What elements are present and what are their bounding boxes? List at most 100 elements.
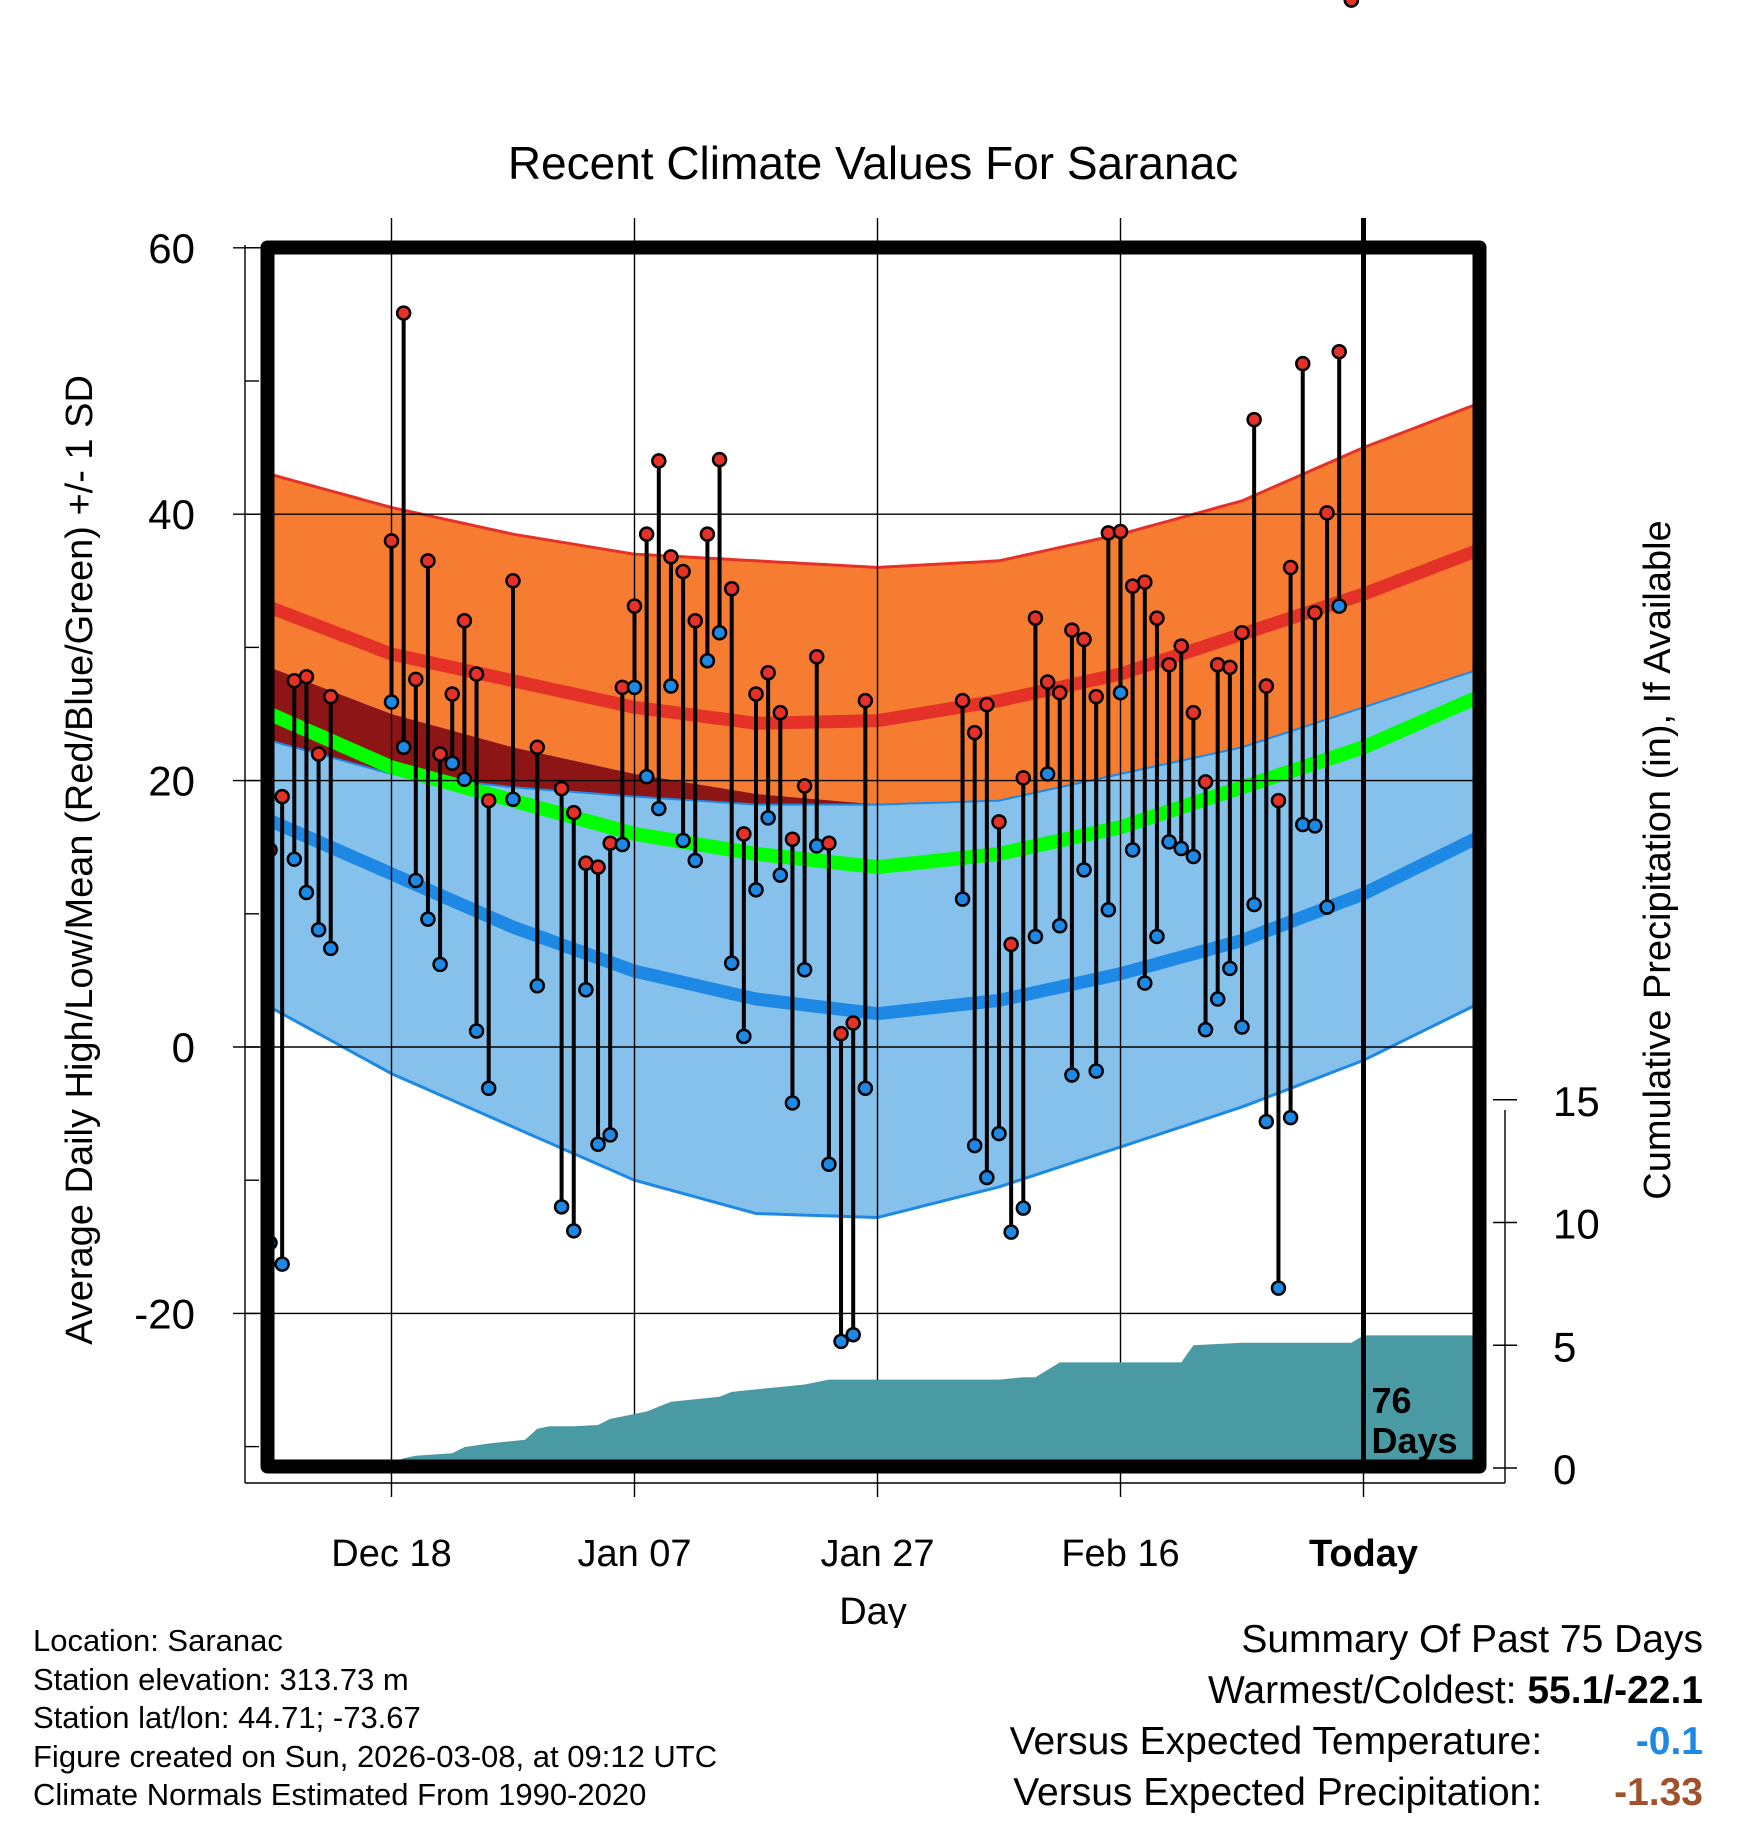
temp-value: -0.1 xyxy=(1635,1720,1703,1763)
daily-low-dot xyxy=(1015,1200,1032,1216)
daily-low-dot xyxy=(760,810,776,826)
daily-low-dot xyxy=(468,1023,485,1039)
daily-low-dot xyxy=(845,1326,861,1343)
daily-low-dot xyxy=(1185,848,1202,865)
daily-high-dot xyxy=(954,692,971,709)
plot-frame xyxy=(260,240,1487,1474)
x-tick-label: Jan 07 xyxy=(577,1533,691,1575)
y-tick-label: -20 xyxy=(134,1290,195,1337)
daily-high-dot xyxy=(687,613,703,629)
daily-stems xyxy=(268,313,1342,1342)
daily-low-dot xyxy=(1246,896,1262,913)
y2-tick-label: 0 xyxy=(1553,1446,1576,1493)
x-axis-title: Day xyxy=(839,1591,907,1628)
daily-low-dot xyxy=(480,1080,497,1097)
y-tick-label: 20 xyxy=(148,758,195,805)
daily-high-dot xyxy=(505,573,521,589)
daily-low-dot xyxy=(784,1095,801,1111)
daily-low-dot xyxy=(1197,1021,1214,1038)
daily-high-dot xyxy=(420,553,436,569)
daily-high-dot xyxy=(529,739,546,756)
daily-high-dot xyxy=(1088,688,1104,705)
daily-high-dot xyxy=(675,563,691,580)
axis-labels: Recent Climate Values For Saranac -20 0 20 4… xyxy=(59,137,1679,1628)
daily-high-dot xyxy=(1173,638,1189,654)
daily-high-dot xyxy=(821,835,837,851)
daily-low-dot xyxy=(274,1256,290,1272)
x-tick-label: Today xyxy=(1309,1533,1418,1575)
y2-tick-label: 15 xyxy=(1553,1078,1600,1125)
warm-cold-label: Warmest/Coldest: xyxy=(1208,1669,1517,1712)
daily-low-dot xyxy=(699,652,716,669)
daily-high-dot xyxy=(1015,770,1032,786)
y-tick-label: 60 xyxy=(148,225,195,272)
precip-label: Versus Expected Precipitation: xyxy=(1013,1771,1543,1814)
daily-high-dot xyxy=(456,613,473,629)
y-tick-label: 40 xyxy=(148,491,195,538)
daily-high-dot xyxy=(1052,684,1068,701)
elevation-text: Station elevation: 313.73 m xyxy=(33,1661,409,1697)
daily-high-dot xyxy=(1003,936,1019,953)
daily-low-dot xyxy=(1003,1224,1019,1240)
precip-row: Versus Expected Precipitation: -1.33 xyxy=(1010,1767,1703,1818)
daily-low-dot xyxy=(687,852,703,869)
normals-text: Climate Normals Estimated From 1990-2020 xyxy=(33,1777,647,1812)
daily-high-dot xyxy=(553,780,570,797)
daily-low-dot xyxy=(979,1169,995,1186)
x-tick-label: Dec 18 xyxy=(331,1533,451,1575)
warm-cold-value: 55.1/-22.1 xyxy=(1527,1669,1703,1712)
daily-high-dot xyxy=(395,305,412,321)
daily-high-dot xyxy=(748,686,764,702)
y-axis-title: Average Daily High/Low/Mean (Red/Blue/Gr… xyxy=(59,375,101,1345)
daily-high-dot xyxy=(979,696,995,713)
daily-low-dot xyxy=(553,1199,570,1215)
daily-high-dot xyxy=(663,549,679,565)
daily-high-dot xyxy=(1039,674,1056,690)
daily-low-dot xyxy=(1307,818,1323,834)
daily-high-dot xyxy=(772,704,789,721)
daily-high-dot xyxy=(784,831,801,847)
overlap-band xyxy=(270,667,1477,805)
daily-high-dot xyxy=(638,526,655,542)
daily-high-dot xyxy=(1331,343,1347,360)
daily-high-dot xyxy=(699,526,716,542)
precipitation-area xyxy=(392,1335,1477,1464)
daily-low-dot xyxy=(590,1136,606,1152)
daily-low-dot xyxy=(456,771,473,788)
location-text: Location: Saranac xyxy=(33,1623,283,1658)
y2-axis-title: Cumulative Precipitation (in), If Availa… xyxy=(1637,520,1679,1199)
x-tick-label: Jan 27 xyxy=(820,1533,934,1575)
summary-title: Summary Of Past 75 Days xyxy=(1241,1618,1703,1661)
daily-low-dot xyxy=(626,679,643,696)
daily-low-dot xyxy=(954,891,971,907)
daily-low-dot xyxy=(310,922,327,938)
daily-low-dot xyxy=(1331,598,1347,614)
precip-value: -1.33 xyxy=(1614,1771,1703,1814)
daily-low-dot xyxy=(1137,975,1153,991)
daily-high-dot xyxy=(1222,659,1238,676)
daily-low-dot xyxy=(833,1333,849,1350)
daily-low-dot xyxy=(1076,862,1092,878)
daily-high-dot xyxy=(323,688,339,705)
daily-low-dot xyxy=(408,872,424,889)
axes xyxy=(233,245,1517,1497)
daily-low-dot xyxy=(991,1125,1007,1142)
daily-high-dot xyxy=(1161,656,1177,673)
daily-high-dot xyxy=(444,686,460,702)
daily-high-dot xyxy=(845,1015,861,1031)
daily-low-dot xyxy=(748,882,764,898)
daily-high-dot xyxy=(1343,0,1360,8)
y2-tick-label: 10 xyxy=(1553,1201,1600,1248)
daily-high-dot xyxy=(760,664,776,681)
daily-low-dot xyxy=(1039,766,1056,782)
daily-high-dot xyxy=(966,724,983,741)
daily-low-dot xyxy=(1027,928,1044,945)
created-text: Figure created on Sun, 2026-03-08, at 09… xyxy=(33,1738,718,1774)
daily-low-dot xyxy=(1234,1019,1250,1035)
temp-row: Versus Expected Temperature: -0.1 xyxy=(1010,1716,1703,1767)
daily-high-dot xyxy=(566,804,582,821)
daily-low-dot xyxy=(1209,991,1226,1007)
station-info: Location: Saranac Station elevation: 313… xyxy=(33,1622,717,1815)
daily-high-dot xyxy=(408,671,424,688)
